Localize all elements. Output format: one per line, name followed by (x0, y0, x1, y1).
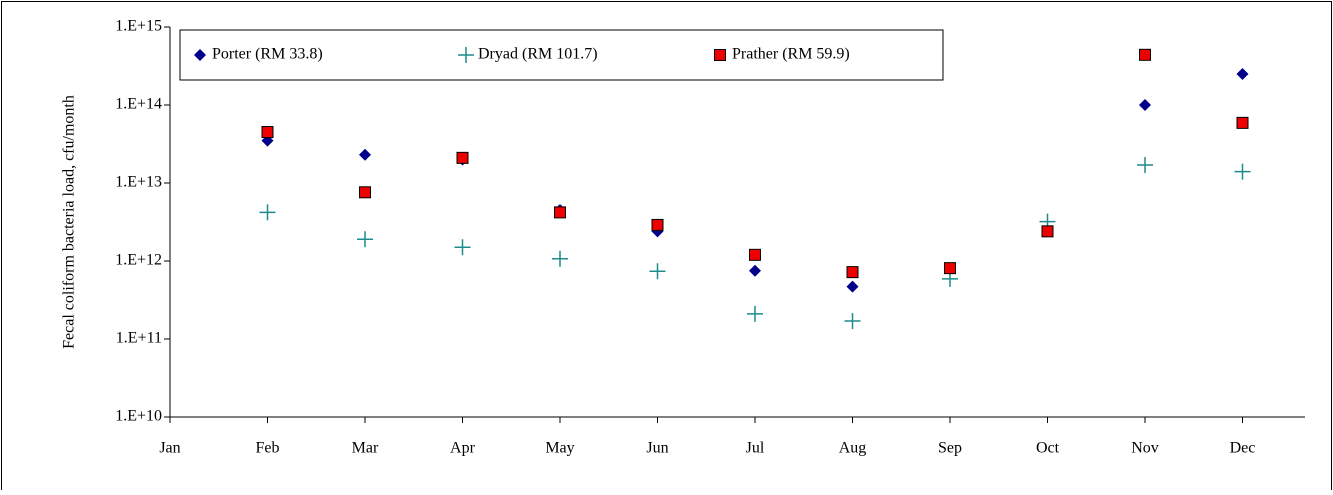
point (749, 248, 761, 261)
point (846, 266, 859, 279)
x-tick-label: Jan (159, 440, 180, 457)
y-tick-label: 1.E+15 (115, 18, 162, 35)
point (1139, 48, 1151, 61)
point (944, 262, 956, 275)
x-tick-label: Jun (646, 440, 668, 457)
point (844, 313, 861, 330)
legend-label: Porter (RM 33.8) (212, 46, 323, 63)
point (1137, 157, 1153, 174)
legend-box (179, 29, 944, 81)
point (261, 126, 274, 139)
x-tick-label: May (545, 440, 574, 457)
point (456, 151, 469, 164)
point (1139, 99, 1151, 111)
point (846, 280, 859, 293)
x-tick-label: Dec (1230, 440, 1256, 457)
y-tick-label: 1.E+13 (115, 174, 162, 191)
point (357, 231, 373, 248)
x-tick-label: Aug (839, 440, 867, 457)
point (1236, 67, 1249, 80)
point (552, 250, 568, 267)
legend-marker (458, 47, 474, 63)
x-tick-label: Oct (1036, 440, 1060, 457)
legend-marker (194, 49, 206, 61)
x-tick-label: Mar (352, 440, 379, 457)
y-tick-label: 1.E+10 (115, 408, 162, 425)
point (749, 264, 761, 277)
point (359, 148, 371, 161)
point (359, 186, 371, 199)
y-tick-label: 1.E+11 (116, 330, 162, 347)
y-tick-label: 1.E+14 (115, 96, 162, 113)
point (1236, 116, 1249, 129)
x-tick-label: Apr (450, 440, 476, 457)
x-tick-label: Jul (746, 440, 765, 457)
x-tick-label: Nov (1131, 440, 1159, 457)
y-axis-title: Fecal coliform bacteria load, cfu/month (61, 95, 78, 349)
legend-label: Dryad (RM 101.7) (478, 46, 598, 63)
point (651, 218, 664, 231)
x-tick-label: Feb (256, 440, 280, 457)
point (1041, 225, 1054, 238)
y-tick-label: 1.E+12 (115, 252, 162, 269)
point (1234, 163, 1251, 180)
point (454, 239, 471, 256)
x-tick-label: Sep (938, 440, 962, 457)
point (554, 206, 566, 219)
legend-label: Prather (RM 59.9) (732, 46, 850, 63)
point (259, 204, 276, 221)
point (649, 263, 666, 280)
point (747, 305, 763, 322)
legend-marker (714, 49, 726, 61)
